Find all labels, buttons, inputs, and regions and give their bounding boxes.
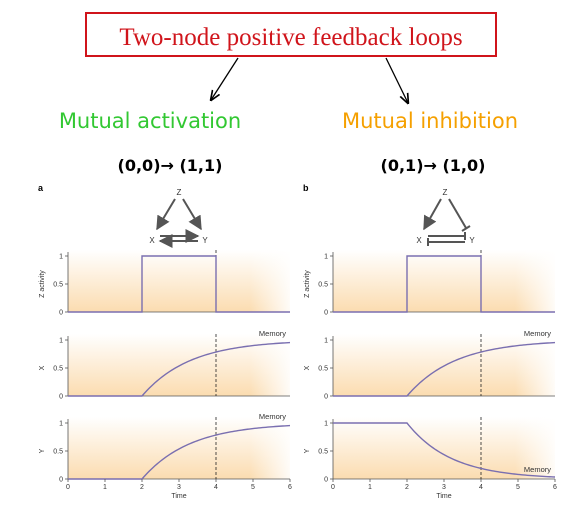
y-axis-title-b-0: Z activity: [304, 270, 311, 298]
transition-b: (0,1)→ (1,0): [381, 156, 486, 175]
title-text: Two-node positive feedback loops: [119, 24, 462, 51]
node-z-b: Z: [443, 188, 448, 197]
y-tick-label-a-2-0: 0: [59, 477, 63, 484]
edge-z-inhibits-y-b: [448, 198, 467, 229]
edge-z-to-x-b: [423, 198, 442, 231]
series-curve-b-0: [333, 255, 555, 313]
x-tick-label-b-2-3: 3: [442, 484, 446, 491]
y-tick-label-b-0-2: 1: [324, 254, 328, 261]
series-curve-a-0: [68, 255, 290, 313]
transition-a: (0,0)→ (1,1): [118, 156, 223, 175]
y-tick-label-b-2-0: 0: [324, 477, 328, 484]
inhibit-bar-z-y-b: [461, 225, 471, 232]
x-tick-label-b-2-6: 6: [553, 484, 557, 491]
node-y-a: Y: [202, 236, 208, 245]
plot-fade-a-2: [68, 417, 290, 479]
y-axis-title-a-0: Z activity: [39, 270, 46, 298]
x-tick-label-b-2-4: 4: [479, 484, 483, 491]
y-tick-label-b-2-2: 1: [324, 421, 328, 428]
x-tick-label-a-2-1: 1: [103, 484, 107, 491]
y-axis-title-a-1: X: [39, 365, 46, 370]
plot-fade-b-1: [333, 334, 555, 396]
plot-fade-b-0: [333, 250, 555, 312]
pointer-arrow-right: [385, 57, 408, 103]
x-tick-label-a-2-4: 4: [214, 484, 218, 491]
heading-mutual-inhibition: Mutual inhibition: [342, 109, 518, 133]
node-y-b: Y: [469, 236, 475, 245]
y-tick-label-a-1-2: 1: [59, 338, 63, 345]
node-x-b: X: [416, 236, 422, 245]
edge-z-to-y-a: [182, 198, 202, 231]
edge-z-to-x-a: [156, 198, 176, 231]
x-tick-label-a-2-5: 5: [251, 484, 255, 491]
memory-label-a-2: Memory: [259, 412, 286, 421]
y-tick-label-a-2-1: 0.5: [53, 449, 63, 456]
y-tick-label-a-0-2: 1: [59, 254, 63, 261]
network-diagram-b: Z X Y: [416, 188, 475, 246]
panel-letter-a: a: [38, 183, 44, 193]
x-tick-label-a-2-2: 2: [140, 484, 144, 491]
y-tick-label-b-1-1: 0.5: [318, 366, 328, 373]
y-axis-title-a-2: Y: [39, 448, 46, 453]
x-tick-label-b-2-2: 2: [405, 484, 409, 491]
series-curve-b-2: [333, 422, 556, 478]
plots-layer: 0 0.5 1 Z activity 0 0.5 1 X Memory 0 0.5 1 Y Memory 0…: [39, 250, 557, 500]
x-axis-title-a: Time: [171, 493, 186, 500]
y-axis-title-b-1: X: [304, 365, 311, 370]
y-tick-label-b-0-1: 0.5: [318, 282, 328, 289]
y-tick-label-a-0-1: 0.5: [53, 282, 63, 289]
plot-fade-b-2: [333, 417, 555, 479]
pointer-arrow-left: [211, 57, 239, 100]
plot-fade-a-1: [68, 334, 290, 396]
title-box: [85, 12, 497, 57]
y-tick-label-a-2-2: 1: [59, 421, 63, 428]
series-curve-b-1: [333, 341, 556, 397]
x-tick-label-a-2-6: 6: [288, 484, 292, 491]
plot-fade-a-0: [68, 250, 290, 312]
y-tick-label-a-1-1: 0.5: [53, 366, 63, 373]
y-tick-label-b-1-0: 0: [324, 394, 328, 401]
memory-label-a-1: Memory: [259, 329, 286, 338]
y-tick-label-a-0-0: 0: [59, 310, 63, 317]
node-x-a: X: [149, 236, 155, 245]
node-z-a: Z: [177, 188, 182, 197]
network-diagram-a: Z X Y: [149, 188, 208, 248]
x-tick-label-a-2-0: 0: [66, 484, 70, 491]
x-tick-label-a-2-3: 3: [177, 484, 181, 491]
series-curve-a-1: [68, 341, 291, 397]
x-axis-title-b: Time: [436, 493, 451, 500]
heading-mutual-activation: Mutual activation: [59, 109, 241, 133]
y-axis-title-b-2: Y: [304, 448, 311, 453]
y-tick-label-b-0-0: 0: [324, 310, 328, 317]
panel-letter-b: b: [303, 183, 309, 193]
y-tick-label-a-1-0: 0: [59, 394, 63, 401]
x-tick-label-b-2-1: 1: [368, 484, 372, 491]
memory-label-b-2: Memory: [524, 465, 551, 474]
x-tick-label-b-2-5: 5: [516, 484, 520, 491]
y-tick-label-b-2-1: 0.5: [318, 449, 328, 456]
y-tick-label-b-1-2: 1: [324, 338, 328, 345]
memory-label-b-1: Memory: [524, 329, 551, 338]
x-tick-label-b-2-0: 0: [331, 484, 335, 491]
